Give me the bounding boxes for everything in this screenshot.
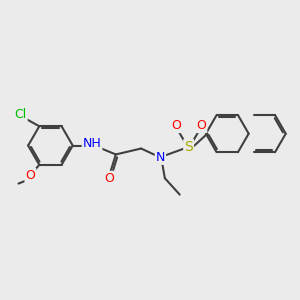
- Text: O: O: [26, 169, 35, 182]
- Text: Cl: Cl: [14, 108, 27, 121]
- Text: O: O: [104, 172, 114, 185]
- Text: N: N: [156, 151, 165, 164]
- Text: O: O: [196, 119, 206, 132]
- Text: NH: NH: [83, 137, 101, 150]
- Text: S: S: [184, 140, 193, 154]
- Text: O: O: [171, 119, 181, 132]
